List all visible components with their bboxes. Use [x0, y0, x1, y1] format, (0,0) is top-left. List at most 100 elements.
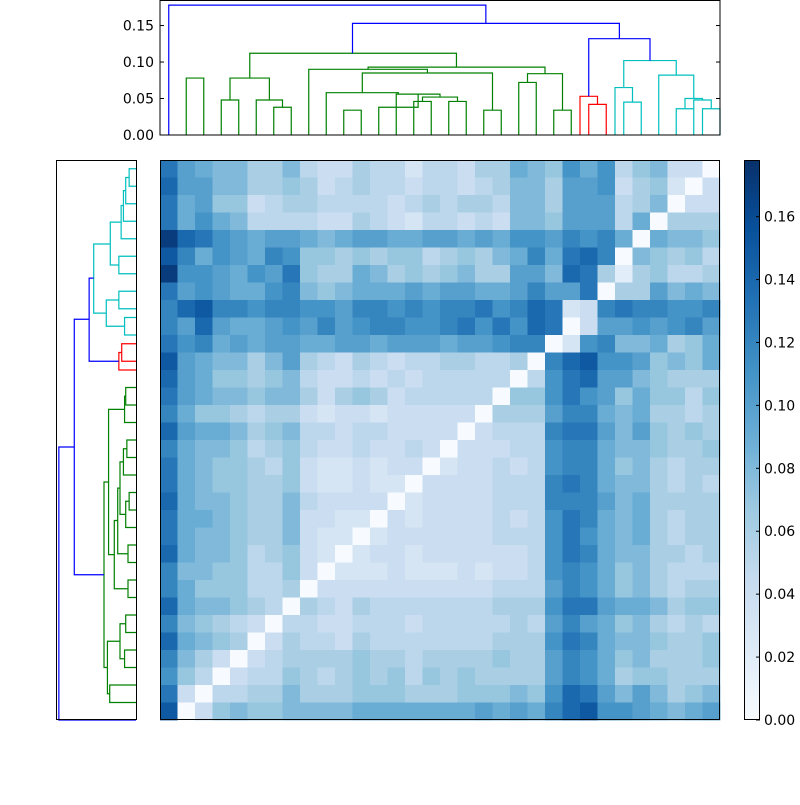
heatmap-cell: [317, 492, 336, 511]
heatmap-cell: [405, 562, 423, 581]
heatmap-cell: [492, 195, 511, 213]
dendrogram-link: [378, 94, 419, 135]
heatmap-cell: [247, 300, 266, 318]
heatmap-cell: [457, 300, 476, 318]
heatmap-cell: [580, 510, 598, 528]
heatmap-cell: [300, 317, 318, 336]
heatmap-cell: [335, 492, 353, 511]
top-dendrogram-frame: [159, 0, 721, 136]
heatmap-cell: [562, 510, 581, 528]
heatmap-cell: [387, 352, 406, 371]
heatmap-cell: [457, 562, 476, 581]
heatmap-cell: [632, 632, 651, 651]
heatmap-cell: [685, 650, 703, 668]
heatmap-cell: [230, 370, 248, 388]
heatmap-cell: [230, 300, 248, 318]
heatmap-cell: [422, 545, 441, 563]
heatmap-cell: [685, 247, 703, 266]
heatmap-cell: [300, 195, 318, 213]
heatmap-cell: [265, 702, 283, 721]
heatmap-cell: [650, 247, 668, 266]
heatmap-cell: [685, 300, 703, 318]
heatmap-cell: [352, 650, 371, 668]
heatmap-cell: [195, 457, 213, 476]
heatmap-cell: [457, 580, 476, 598]
heatmap-cell: [160, 177, 178, 196]
heatmap-cell: [405, 650, 423, 668]
heatmap-cell: [422, 230, 441, 248]
heatmap-cell: [265, 597, 283, 616]
heatmap-cell: [422, 702, 441, 721]
heatmap-cell: [352, 440, 371, 458]
heatmap-cell: [702, 265, 721, 283]
heatmap-cell: [492, 492, 511, 511]
heatmap-cell: [527, 440, 546, 458]
heatmap-cell: [562, 475, 581, 493]
heatmap-cell: [212, 527, 231, 546]
heatmap-cell: [160, 685, 178, 703]
heatmap-cell: [335, 527, 353, 546]
heatmap-cell: [265, 195, 283, 213]
heatmap-cell: [527, 300, 546, 318]
heatmap-cell: [667, 335, 686, 353]
heatmap-cell: [475, 597, 493, 616]
dendrogram-link: [88, 277, 119, 362]
heatmap-cell: [195, 422, 213, 441]
heatmap-cell: [387, 265, 406, 283]
heatmap-cell: [510, 667, 528, 686]
heatmap-cell: [562, 247, 581, 266]
heatmap-cell: [510, 160, 528, 178]
heatmap-cell: [300, 457, 318, 476]
heatmap-cell: [475, 685, 493, 703]
heatmap-cell: [335, 387, 353, 406]
heatmap-cell: [177, 195, 196, 213]
heatmap-cell: [212, 597, 231, 616]
heatmap-cell: [282, 562, 301, 581]
heatmap-cell: [702, 177, 721, 196]
heatmap-cell: [300, 597, 318, 616]
heatmap-cell: [597, 370, 616, 388]
heatmap-cell: [685, 212, 703, 231]
heatmap-cell: [597, 510, 616, 528]
heatmap-cell: [177, 440, 196, 458]
dendrogram-link: [105, 299, 125, 327]
heatmap-cell: [580, 597, 598, 616]
heatmap-cell: [457, 632, 476, 651]
heatmap-cell: [685, 527, 703, 546]
heatmap-cell: [230, 230, 248, 248]
heatmap-cell: [405, 387, 423, 406]
heatmap-cell: [667, 282, 686, 301]
heatmap-cell: [195, 632, 213, 651]
heatmap-cell: [475, 702, 493, 721]
heatmap-cell: [650, 562, 668, 581]
heatmap-cell: [510, 475, 528, 493]
heatmap-cell: [562, 265, 581, 283]
heatmap-cell: [667, 685, 686, 703]
heatmap-cell: [370, 335, 388, 353]
heatmap-cell: [702, 422, 721, 441]
heatmap-cell: [422, 317, 441, 336]
heatmap-cell: [177, 632, 196, 651]
heatmap-cell: [370, 632, 388, 651]
heatmap-cell: [387, 475, 406, 493]
heatmap-cell: [580, 195, 598, 213]
heatmap-cell: [632, 685, 651, 703]
heatmap-cell: [667, 247, 686, 266]
heatmap-cell: [580, 457, 598, 476]
heatmap-cell: [650, 177, 668, 196]
heatmap-cell: [632, 230, 651, 248]
heatmap-cell: [317, 317, 336, 336]
heatmap-cell: [422, 212, 441, 231]
heatmap-cell: [422, 282, 441, 301]
heatmap-cell: [475, 422, 493, 441]
heatmap-cell: [702, 492, 721, 511]
heatmap-cell: [510, 457, 528, 476]
heatmap-cell: [405, 317, 423, 336]
heatmap-cell: [667, 475, 686, 493]
heatmap-cell: [632, 387, 651, 406]
heatmap-cell: [440, 580, 458, 598]
heatmap-cell: [440, 265, 458, 283]
heatmap-cell: [195, 597, 213, 616]
heatmap-cell: [650, 702, 668, 721]
heatmap-cell: [615, 702, 633, 721]
